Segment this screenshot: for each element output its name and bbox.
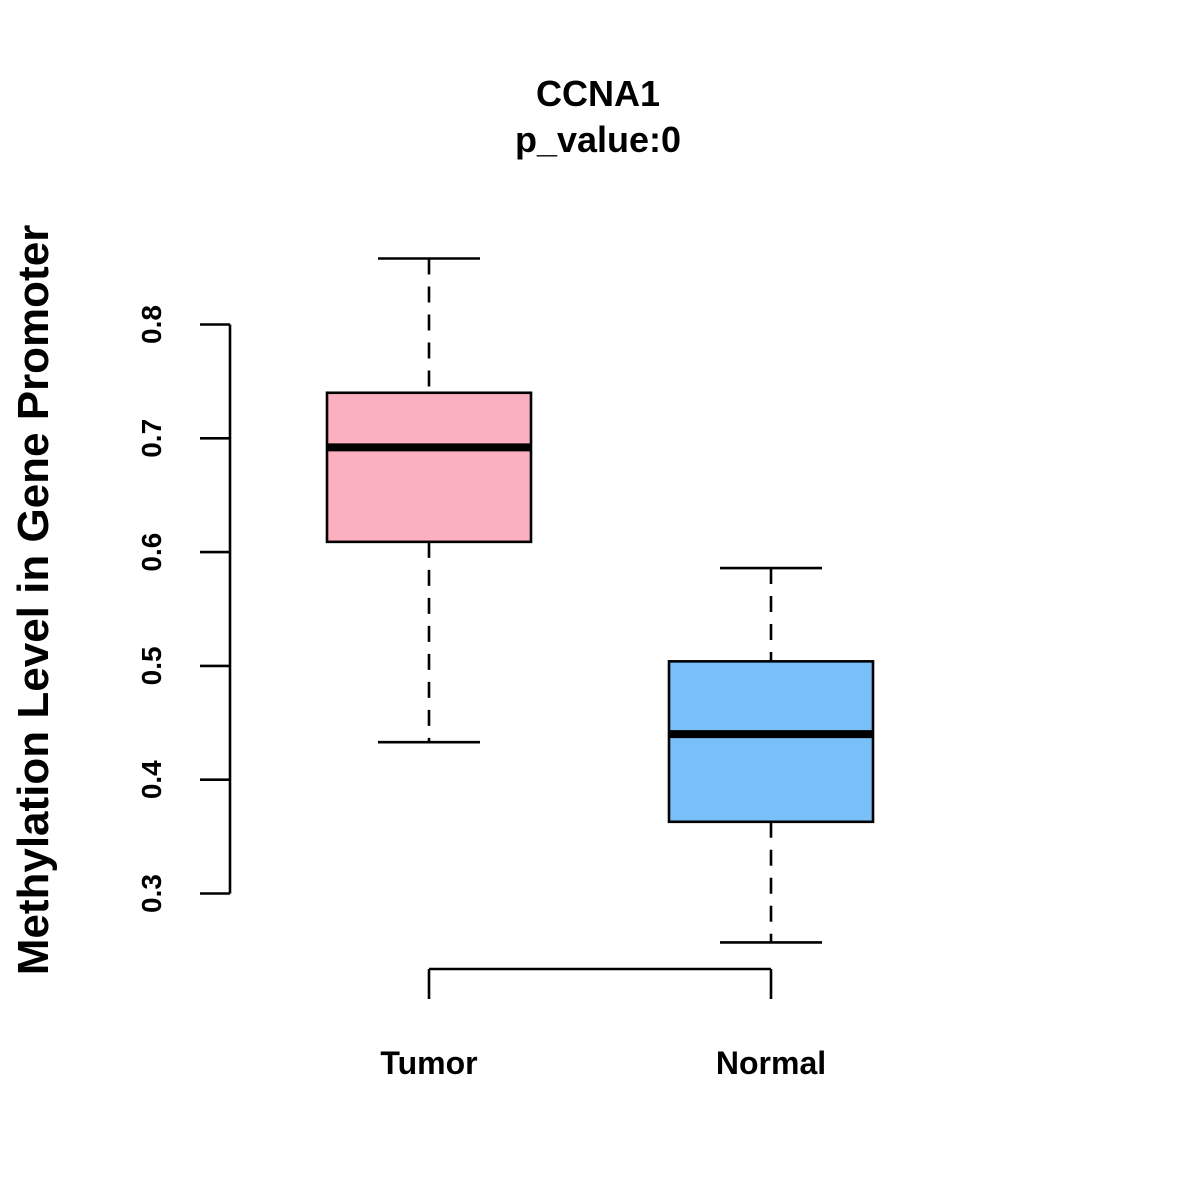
y-tick-label: 0.4 — [136, 760, 167, 799]
chart-subtitle: p_value:0 — [515, 119, 681, 160]
y-tick-label: 0.6 — [136, 533, 167, 572]
box-normal — [667, 566, 875, 944]
y-axis: 0.3 0.4 0.5 0.6 0.7 0.8 — [136, 305, 232, 913]
boxes — [325, 257, 875, 944]
y-axis-label: Methylation Level in Gene Promoter — [9, 225, 58, 976]
x-axis: Tumor Normal — [380, 967, 826, 1081]
y-tick-label: 0.5 — [136, 646, 167, 685]
x-category-label: Normal — [716, 1045, 826, 1081]
iqr-box — [667, 660, 875, 824]
y-tick-label: 0.3 — [136, 874, 167, 913]
y-tick-label: 0.8 — [136, 305, 167, 344]
y-tick-label: 0.7 — [136, 419, 167, 458]
box-tumor — [325, 257, 533, 744]
x-category-label: Tumor — [380, 1045, 477, 1081]
iqr-box — [325, 391, 533, 544]
chart-title: CCNA1 — [536, 73, 660, 114]
